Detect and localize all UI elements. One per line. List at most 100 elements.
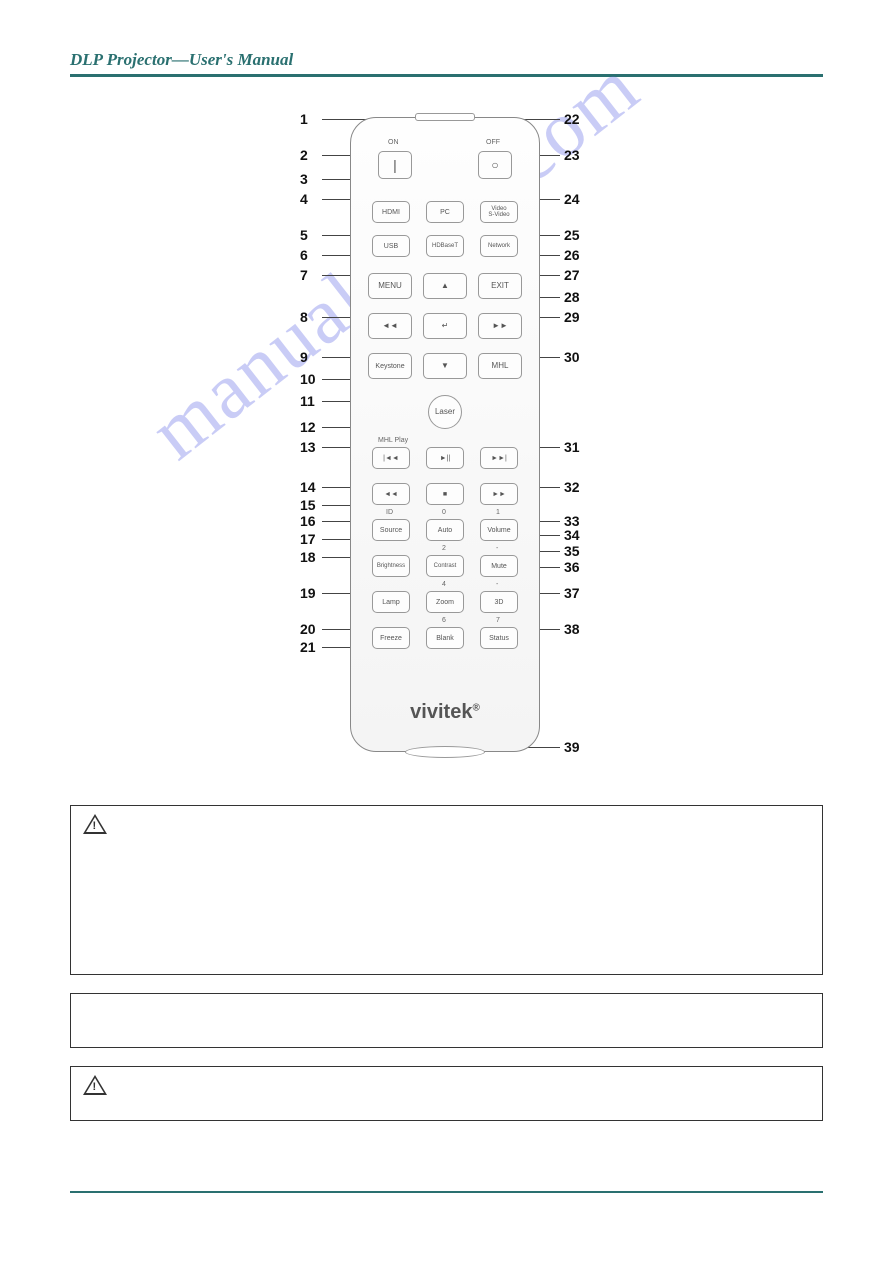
usb-button[interactable]: USB — [372, 235, 410, 257]
callout-number-35: 35 — [564, 543, 580, 559]
callout-number-38: 38 — [564, 621, 580, 637]
enter-button[interactable]: ↵ — [423, 313, 467, 339]
callout-number-32: 32 — [564, 479, 580, 495]
callout-number-15: 15 — [300, 497, 316, 513]
down-button[interactable]: ▼ — [423, 353, 467, 379]
hdbaset-button[interactable]: HDBaseT — [426, 235, 464, 257]
hdmi-button[interactable]: HDMI — [372, 201, 410, 223]
callout-number-6: 6 — [300, 247, 308, 263]
brightness-button[interactable]: Brightness — [372, 555, 410, 577]
lamp-button[interactable]: Lamp — [372, 591, 410, 613]
callout-number-10: 10 — [300, 371, 316, 387]
dash-label-2: - — [496, 581, 498, 588]
next-track-button[interactable]: ►►| — [480, 447, 518, 469]
callout-number-3: 3 — [300, 171, 308, 187]
network-button[interactable]: Network — [480, 235, 518, 257]
callout-number-20: 20 — [300, 621, 316, 637]
dash-label-1: - — [496, 545, 498, 552]
on-glyph: | — [393, 158, 397, 172]
power-on-button[interactable]: | — [378, 151, 412, 179]
rewind-button[interactable]: ◄◄ — [372, 483, 410, 505]
callout-number-23: 23 — [564, 147, 580, 163]
callout-number-18: 18 — [300, 549, 316, 565]
num-0-label: 0 — [442, 509, 446, 516]
callout-number-36: 36 — [564, 559, 580, 575]
freeze-button[interactable]: Freeze — [372, 627, 410, 649]
callout-number-1: 1 — [300, 111, 308, 127]
callout-number-22: 22 — [564, 111, 580, 127]
off-label: OFF — [486, 139, 500, 146]
off-glyph: ○ — [491, 159, 498, 171]
fast-forward-button[interactable]: ►► — [480, 483, 518, 505]
num-2-label: 2 — [442, 545, 446, 552]
callout-number-27: 27 — [564, 267, 580, 283]
menu-button[interactable]: MENU — [368, 273, 412, 299]
id-label: ID — [386, 509, 393, 516]
footer-rule — [70, 1191, 823, 1193]
contrast-button[interactable]: Contrast — [426, 555, 464, 577]
callout-number-30: 30 — [564, 349, 580, 365]
mhl-play-label: MHL Play — [378, 437, 408, 444]
volume-button[interactable]: Volume — [480, 519, 518, 541]
remote-body: ON OFF | ○ HDMI PC Video S-Video USB HDB… — [350, 117, 540, 752]
keystone-button[interactable]: Keystone — [368, 353, 412, 379]
num-4-label: 4 — [442, 581, 446, 588]
page-header-title: DLP Projector—User's Manual — [70, 50, 823, 70]
callout-number-11: 11 — [300, 393, 315, 409]
callout-number-25: 25 — [564, 227, 580, 243]
right-button[interactable]: ►► — [478, 313, 522, 339]
callout-number-39: 39 — [564, 739, 580, 755]
callout-number-7: 7 — [300, 267, 308, 283]
mute-button[interactable]: Mute — [480, 555, 518, 577]
note-box — [70, 993, 823, 1048]
on-label: ON — [388, 139, 399, 146]
laser-button[interactable]: Laser — [428, 395, 462, 429]
callout-number-14: 14 — [300, 479, 316, 495]
callout-number-12: 12 — [300, 419, 316, 435]
callout-number-26: 26 — [564, 247, 580, 263]
video-svideo-button[interactable]: Video S-Video — [480, 201, 518, 223]
callout-number-37: 37 — [564, 585, 580, 601]
blank-button[interactable]: Blank — [426, 627, 464, 649]
callout-number-28: 28 — [564, 289, 580, 305]
important-notice-box-1: ! — [70, 805, 823, 975]
pc-button[interactable]: PC — [426, 201, 464, 223]
callout-number-4: 4 — [300, 191, 308, 207]
ir-window — [415, 113, 475, 121]
callout-number-31: 31 — [564, 439, 580, 455]
callout-number-16: 16 — [300, 513, 316, 529]
stop-button[interactable]: ■ — [426, 483, 464, 505]
warning-icon: ! — [83, 1075, 107, 1095]
num-1-label: 1 — [496, 509, 500, 516]
mhl-button[interactable]: MHL — [478, 353, 522, 379]
important-notice-box-2: ! — [70, 1066, 823, 1121]
zoom-button[interactable]: Zoom — [426, 591, 464, 613]
power-off-button[interactable]: ○ — [478, 151, 512, 179]
left-button[interactable]: ◄◄ — [368, 313, 412, 339]
callout-number-2: 2 — [300, 147, 308, 163]
callout-number-19: 19 — [300, 585, 316, 601]
remote-bottom-arc — [405, 746, 485, 758]
exit-button[interactable]: EXIT — [478, 273, 522, 299]
callout-number-24: 24 — [564, 191, 580, 207]
source-button[interactable]: Source — [372, 519, 410, 541]
brand-logo: vivitek® — [350, 701, 540, 724]
auto-button[interactable]: Auto — [426, 519, 464, 541]
callout-number-8: 8 — [300, 309, 308, 325]
warning-icon: ! — [83, 814, 107, 834]
play-pause-button[interactable]: ►|| — [426, 447, 464, 469]
callout-number-29: 29 — [564, 309, 580, 325]
callout-number-5: 5 — [300, 227, 308, 243]
prev-track-button[interactable]: |◄◄ — [372, 447, 410, 469]
callout-number-21: 21 — [300, 639, 316, 655]
callout-number-17: 17 — [300, 531, 316, 547]
callout-number-9: 9 — [300, 349, 308, 365]
up-button[interactable]: ▲ — [423, 273, 467, 299]
three-d-button[interactable]: 3D — [480, 591, 518, 613]
status-button[interactable]: Status — [480, 627, 518, 649]
header-rule — [70, 74, 823, 77]
num-6-label: 6 — [442, 617, 446, 624]
callout-number-13: 13 — [300, 439, 316, 455]
remote-diagram: manualshive.com 123456789101112131415161… — [70, 107, 823, 787]
callout-number-34: 34 — [564, 527, 580, 543]
